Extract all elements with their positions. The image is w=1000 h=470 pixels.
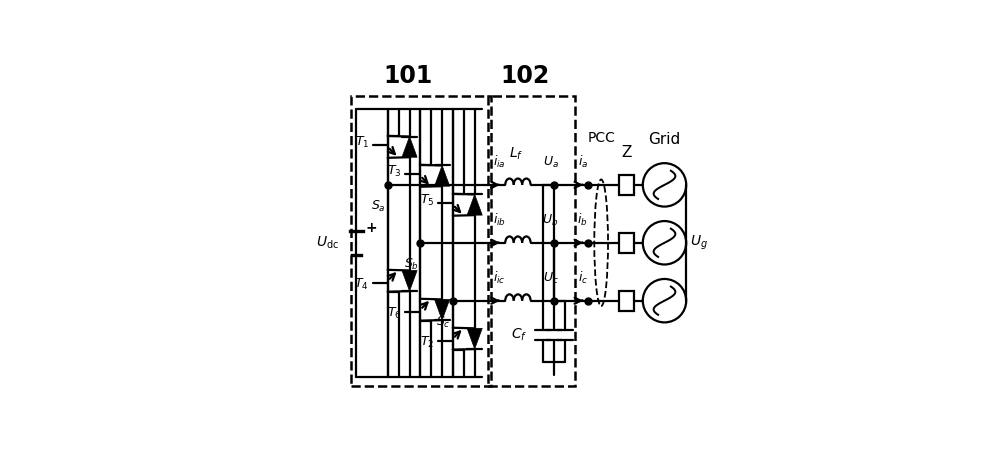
Text: $T_2$: $T_2$ (420, 335, 434, 350)
Text: $S_c$: $S_c$ (436, 315, 451, 330)
Text: Z: Z (621, 145, 632, 159)
Text: $L_f$: $L_f$ (509, 146, 523, 163)
Text: $i_{ib}$: $i_{ib}$ (493, 212, 506, 228)
Text: $T_5$: $T_5$ (420, 193, 434, 208)
Polygon shape (435, 299, 450, 320)
Text: $T_3$: $T_3$ (387, 164, 402, 180)
Text: $T_1$: $T_1$ (355, 135, 369, 150)
Text: 101: 101 (383, 64, 432, 88)
Text: $i_b$: $i_b$ (577, 212, 588, 228)
Text: $C_f$: $C_f$ (511, 327, 527, 343)
Text: $U_g$: $U_g$ (690, 234, 708, 252)
Text: $S_a$: $S_a$ (371, 199, 386, 214)
Text: +: + (366, 220, 377, 235)
Text: $T_6$: $T_6$ (387, 306, 402, 321)
Text: $U_{\rm dc}$: $U_{\rm dc}$ (316, 235, 339, 251)
Text: $i_c$: $i_c$ (578, 270, 588, 286)
Text: $T_4$: $T_4$ (354, 277, 369, 292)
Polygon shape (402, 270, 417, 291)
Text: $U_b$: $U_b$ (542, 213, 559, 228)
Text: Grid: Grid (648, 132, 681, 147)
Polygon shape (467, 329, 482, 349)
Text: PCC: PCC (587, 131, 615, 145)
Bar (351, 96, 491, 386)
Text: $i_{ic}$: $i_{ic}$ (493, 270, 505, 286)
Bar (488, 96, 575, 386)
Text: 102: 102 (501, 64, 550, 88)
Text: $S_b$: $S_b$ (404, 257, 419, 272)
Text: $U_a$: $U_a$ (543, 155, 558, 171)
Text: $i_{ia}$: $i_{ia}$ (493, 154, 505, 171)
Polygon shape (435, 165, 450, 186)
Text: $i_a$: $i_a$ (578, 154, 588, 171)
Polygon shape (467, 195, 482, 215)
Polygon shape (402, 136, 417, 157)
Text: $U_c$: $U_c$ (543, 271, 558, 286)
